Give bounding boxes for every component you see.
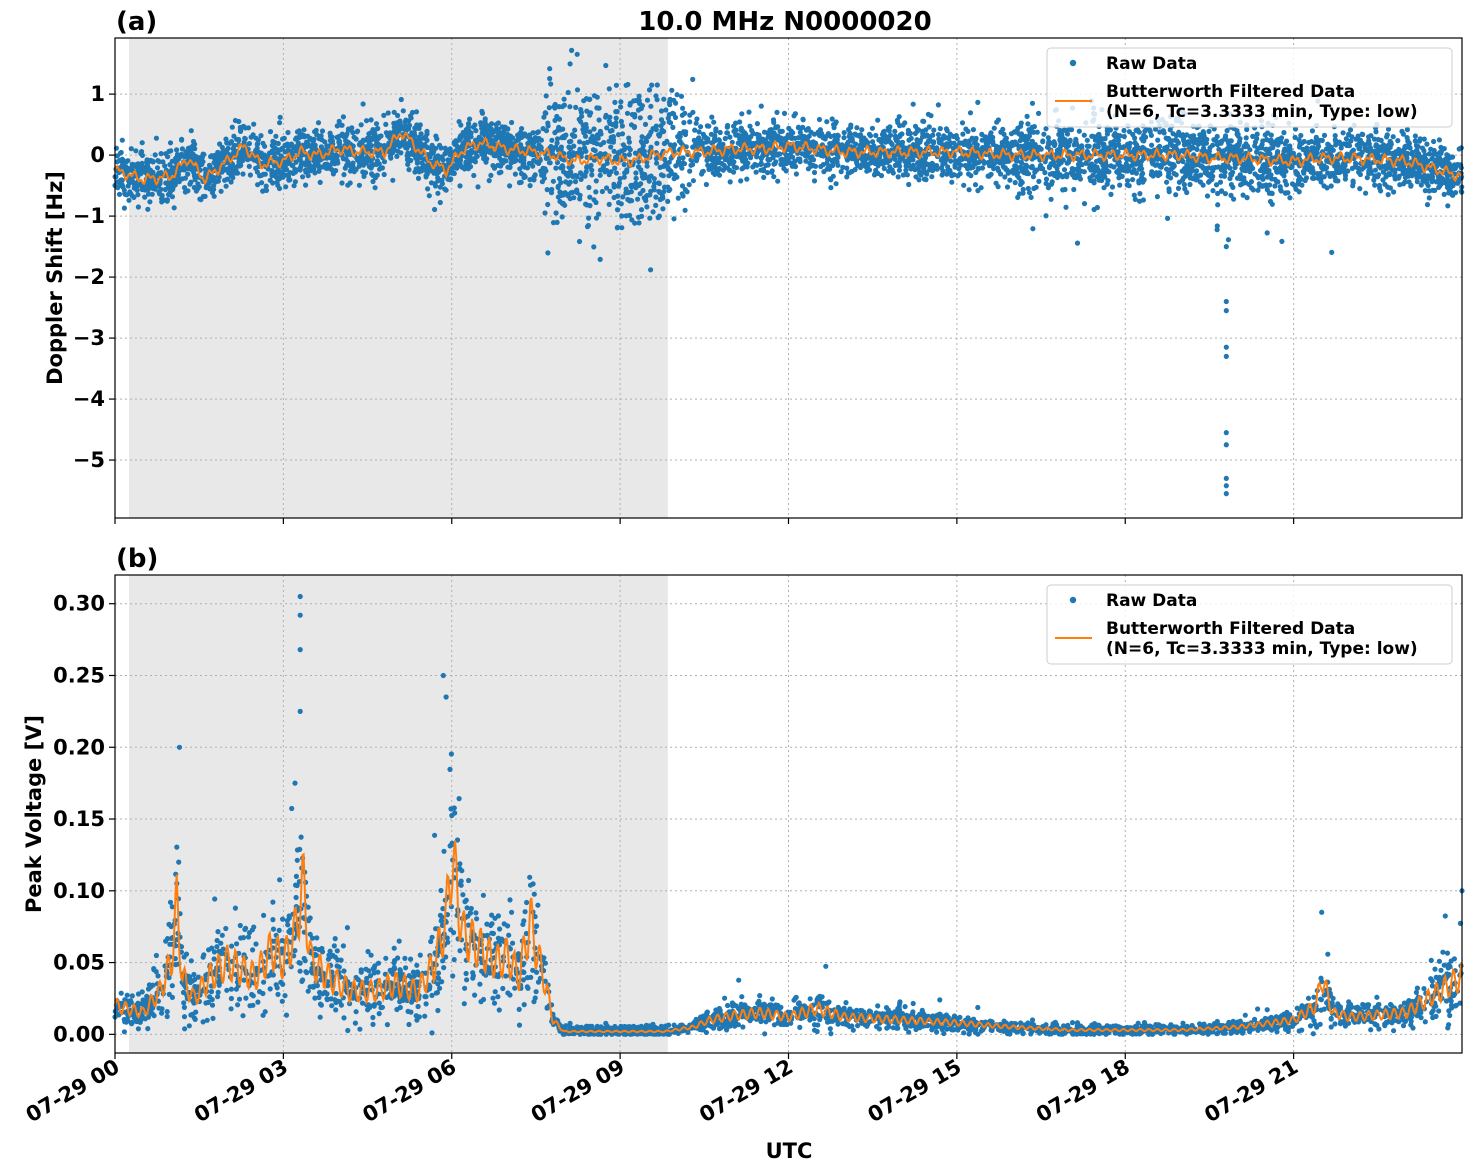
x-tick-label: 07-29 06 <box>358 1055 460 1128</box>
y-tick-label: −2 <box>73 265 105 289</box>
panel-b-label: (b) <box>116 544 158 574</box>
legend-box <box>1046 47 1453 128</box>
raw-data-points <box>112 593 1465 1037</box>
legend-raw-label: Raw Data <box>1106 591 1197 611</box>
y-tick-label: −1 <box>73 204 105 228</box>
panel-b-ylabel: Peak Voltage [V] <box>22 715 46 913</box>
raw-data-points <box>112 47 1465 497</box>
x-axis-label: UTC <box>766 1139 813 1163</box>
legend-raw-marker <box>1069 59 1077 67</box>
x-tick-label: 07-29 15 <box>864 1055 966 1128</box>
x-tick-label: 07-29 03 <box>190 1055 292 1128</box>
panel-a-legend: Raw Data Butterworth Filtered Data (N=6,… <box>1046 47 1453 128</box>
y-tick-label: 1 <box>90 82 105 106</box>
x-tick-label: 07-29 00 <box>22 1055 124 1128</box>
panel-a-yticks: 1 0 −1 −2 −3 −4 −5 <box>73 82 115 472</box>
y-tick-label: 0.05 <box>53 951 105 975</box>
legend-box <box>1046 584 1453 665</box>
panel-b-yticks: 0.30 0.25 0.20 0.15 0.10 0.05 0.00 <box>53 592 115 1046</box>
panel-a: 1 0 −1 −2 −3 −4 −5 (a) Doppler Shift [Hz] Raw … <box>43 7 1465 524</box>
panel-b-raw-points <box>112 593 1465 1037</box>
x-tick-label: 07-29 12 <box>695 1055 797 1128</box>
x-tick-label: 07-29 09 <box>527 1055 629 1128</box>
legend-raw-label: Raw Data <box>1106 54 1197 74</box>
y-tick-label: 0.30 <box>53 592 105 616</box>
panel-a-raw-points <box>112 47 1465 497</box>
y-tick-label: 0 <box>90 143 105 167</box>
legend-filtered-label: Butterworth Filtered Data <box>1106 619 1355 639</box>
y-tick-label: 0.10 <box>53 879 105 903</box>
y-tick-label: −3 <box>73 326 105 350</box>
y-tick-label: 0.15 <box>53 807 105 831</box>
x-tick-label: 07-29 18 <box>1032 1055 1134 1128</box>
panel-a-ylabel: Doppler Shift [Hz] <box>43 171 67 385</box>
panel-a-filtered-line <box>114 131 1463 186</box>
legend-raw-marker <box>1069 596 1077 604</box>
y-tick-label: −4 <box>73 387 105 411</box>
legend-filtered-label: Butterworth Filtered Data <box>1106 82 1355 102</box>
panel-b: 0.300.250.200.150.100.050.00 07-29 00 07-… <box>22 544 1465 1127</box>
panel-a-label: (a) <box>116 7 157 37</box>
y-tick-label: 0.00 <box>53 1022 105 1046</box>
panel-b-xticks: 07-29 00 07-29 03 07-29 06 07-29 09 07-29 12… <box>22 1053 1302 1127</box>
panel-a-xticks <box>114 518 1295 524</box>
legend-filtered-params: (N=6, Tc=3.3333 min, Type: low) <box>1106 639 1418 659</box>
y-tick-label: 0.20 <box>53 735 105 759</box>
figure-title: 10.0 MHz N0000020 <box>638 7 931 37</box>
y-tick-label: 0.25 <box>53 663 105 687</box>
y-tick-label: −5 <box>73 448 105 472</box>
legend-filtered-params: (N=6, Tc=3.3333 min, Type: low) <box>1106 102 1418 122</box>
panel-b-legend: Raw Data Butterworth Filtered Data (N=6,… <box>1046 584 1453 665</box>
panel-b-filtered-line <box>114 840 1463 1034</box>
x-tick-label: 07-29 21 <box>1200 1055 1302 1128</box>
